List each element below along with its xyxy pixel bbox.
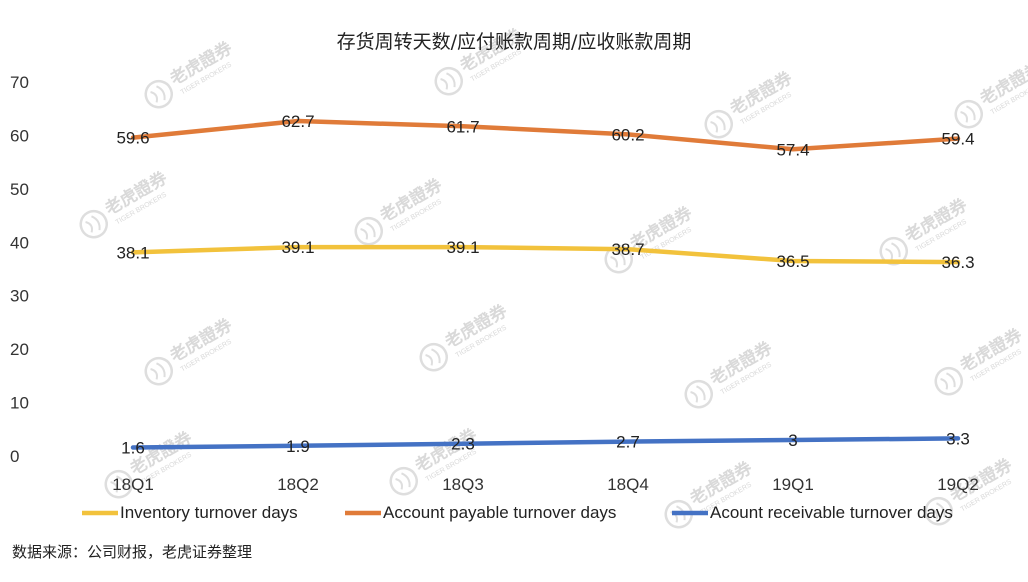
data-label: 60.2: [611, 125, 644, 144]
data-label: 59.4: [941, 130, 974, 149]
data-label: 57.4: [776, 140, 809, 159]
data-label: 61.7: [446, 117, 479, 136]
data-label: 59.6: [116, 129, 149, 148]
data-label: 2.3: [451, 435, 475, 454]
y-tick-label: 30: [10, 287, 29, 306]
legend-item: Inventory turnover days: [82, 503, 298, 522]
legend-label: Account payable turnover days: [383, 503, 616, 522]
y-tick-label: 20: [10, 340, 29, 359]
data-label: 3.3: [946, 429, 970, 448]
chart-title: 存货周转天数/应付账款周期/应收账款周期: [337, 31, 692, 53]
legend-item: Account payable turnover days: [345, 503, 616, 522]
y-tick-label: 0: [10, 447, 19, 466]
x-tick-label: 18Q2: [277, 475, 319, 494]
source-note: 数据来源：公司财报，老虎证券整理: [12, 543, 252, 561]
series-3: 1.6 1.9 2.3 2.7 3 3.3: [121, 429, 970, 457]
data-label: 3: [788, 431, 797, 450]
series-2: 59.6 62.7 61.7 60.2 57.4 59.4: [116, 112, 974, 159]
legend-label: Inventory turnover days: [120, 503, 298, 522]
y-tick-label: 70: [10, 73, 29, 92]
data-label: 1.6: [121, 438, 145, 457]
x-axis: 18Q1 18Q2 18Q3 18Q4 19Q1 19Q2: [112, 475, 979, 494]
series-line: [130, 436, 961, 450]
series-line: [130, 244, 961, 265]
x-tick-label: 19Q2: [937, 475, 979, 494]
y-tick-label: 40: [10, 233, 29, 252]
legend-label: Acount receivable turnover days: [710, 503, 953, 522]
legend: Inventory turnover days Account payable t…: [82, 503, 953, 522]
data-label: 39.1: [446, 238, 479, 257]
series-layer: 38.1 39.1 39.1 38.7 36.5 36.3 59.6 62.7 61.7 60.2…: [116, 112, 974, 457]
data-label: 62.7: [281, 112, 314, 131]
data-label: 39.1: [281, 238, 314, 257]
y-axis: 0 10 20 30 40 50 60 70: [10, 73, 29, 466]
data-label: 38.7: [611, 240, 644, 259]
data-label: 1.9: [286, 437, 310, 456]
data-label: 38.1: [116, 243, 149, 262]
y-tick-label: 50: [10, 180, 29, 199]
legend-item: Acount receivable turnover days: [672, 503, 953, 522]
watermark-text: 老虎證券: [975, 57, 1028, 110]
data-label: 2.7: [616, 433, 640, 452]
data-label: 36.5: [776, 252, 809, 271]
y-tick-label: 10: [10, 394, 29, 413]
series-1: 38.1 39.1 39.1 38.7 36.5 36.3: [116, 238, 974, 272]
data-label: 36.3: [941, 253, 974, 272]
y-tick-label: 60: [10, 126, 29, 145]
x-tick-label: 18Q3: [442, 475, 484, 494]
x-tick-label: 18Q1: [112, 475, 154, 494]
x-tick-label: 19Q1: [772, 475, 814, 494]
x-tick-label: 18Q4: [607, 475, 649, 494]
series-line: [130, 118, 961, 152]
